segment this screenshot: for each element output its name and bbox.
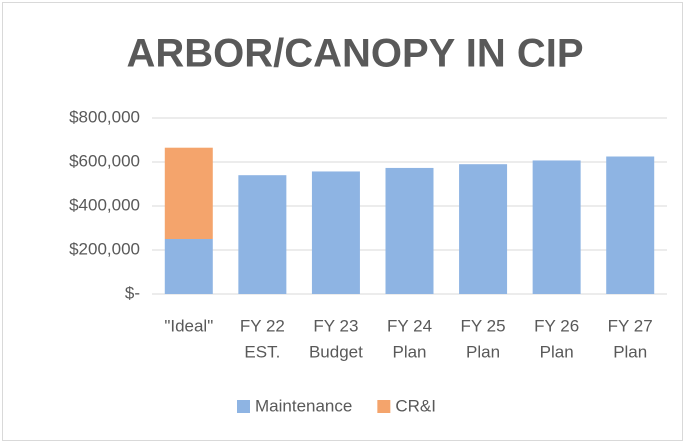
x-tick-label: FY 27 — [608, 316, 653, 335]
bar-segment — [164, 239, 213, 294]
y-tick-label: $600,000 — [69, 151, 140, 170]
y-tick-label: $200,000 — [69, 239, 140, 258]
bar-segment — [311, 171, 360, 294]
chart-title: ARBOR/CANOPY IN CIP — [126, 32, 583, 76]
bar-segment — [606, 156, 655, 294]
x-tick-label: Plan — [540, 342, 574, 361]
x-tick-label: FY 22 — [240, 316, 285, 335]
legend-label: Maintenance — [255, 396, 352, 415]
x-tick-label: Plan — [613, 342, 647, 361]
legend-swatch — [237, 400, 250, 413]
bar-segment — [385, 167, 434, 294]
x-tick-label: "Ideal" — [164, 316, 213, 335]
x-tick-label: EST. — [244, 342, 280, 361]
x-tick-label: FY 25 — [461, 316, 506, 335]
bar-segment — [238, 175, 287, 294]
legend-swatch — [377, 400, 391, 413]
y-tick-label: $800,000 — [69, 107, 140, 126]
x-tick-label: Budget — [309, 342, 363, 361]
bar-segment — [164, 147, 213, 239]
y-tick-label: $- — [125, 283, 140, 302]
bar-segment — [459, 164, 508, 294]
bar-segment — [532, 160, 581, 294]
x-tick-label: FY 24 — [387, 316, 432, 335]
x-tick-label: FY 26 — [534, 316, 579, 335]
x-tick-label: FY 23 — [313, 316, 358, 335]
legend-label: CR&I — [395, 396, 436, 415]
x-tick-label: Plan — [466, 342, 500, 361]
y-tick-label: $400,000 — [69, 195, 140, 214]
x-tick-label: Plan — [392, 342, 426, 361]
